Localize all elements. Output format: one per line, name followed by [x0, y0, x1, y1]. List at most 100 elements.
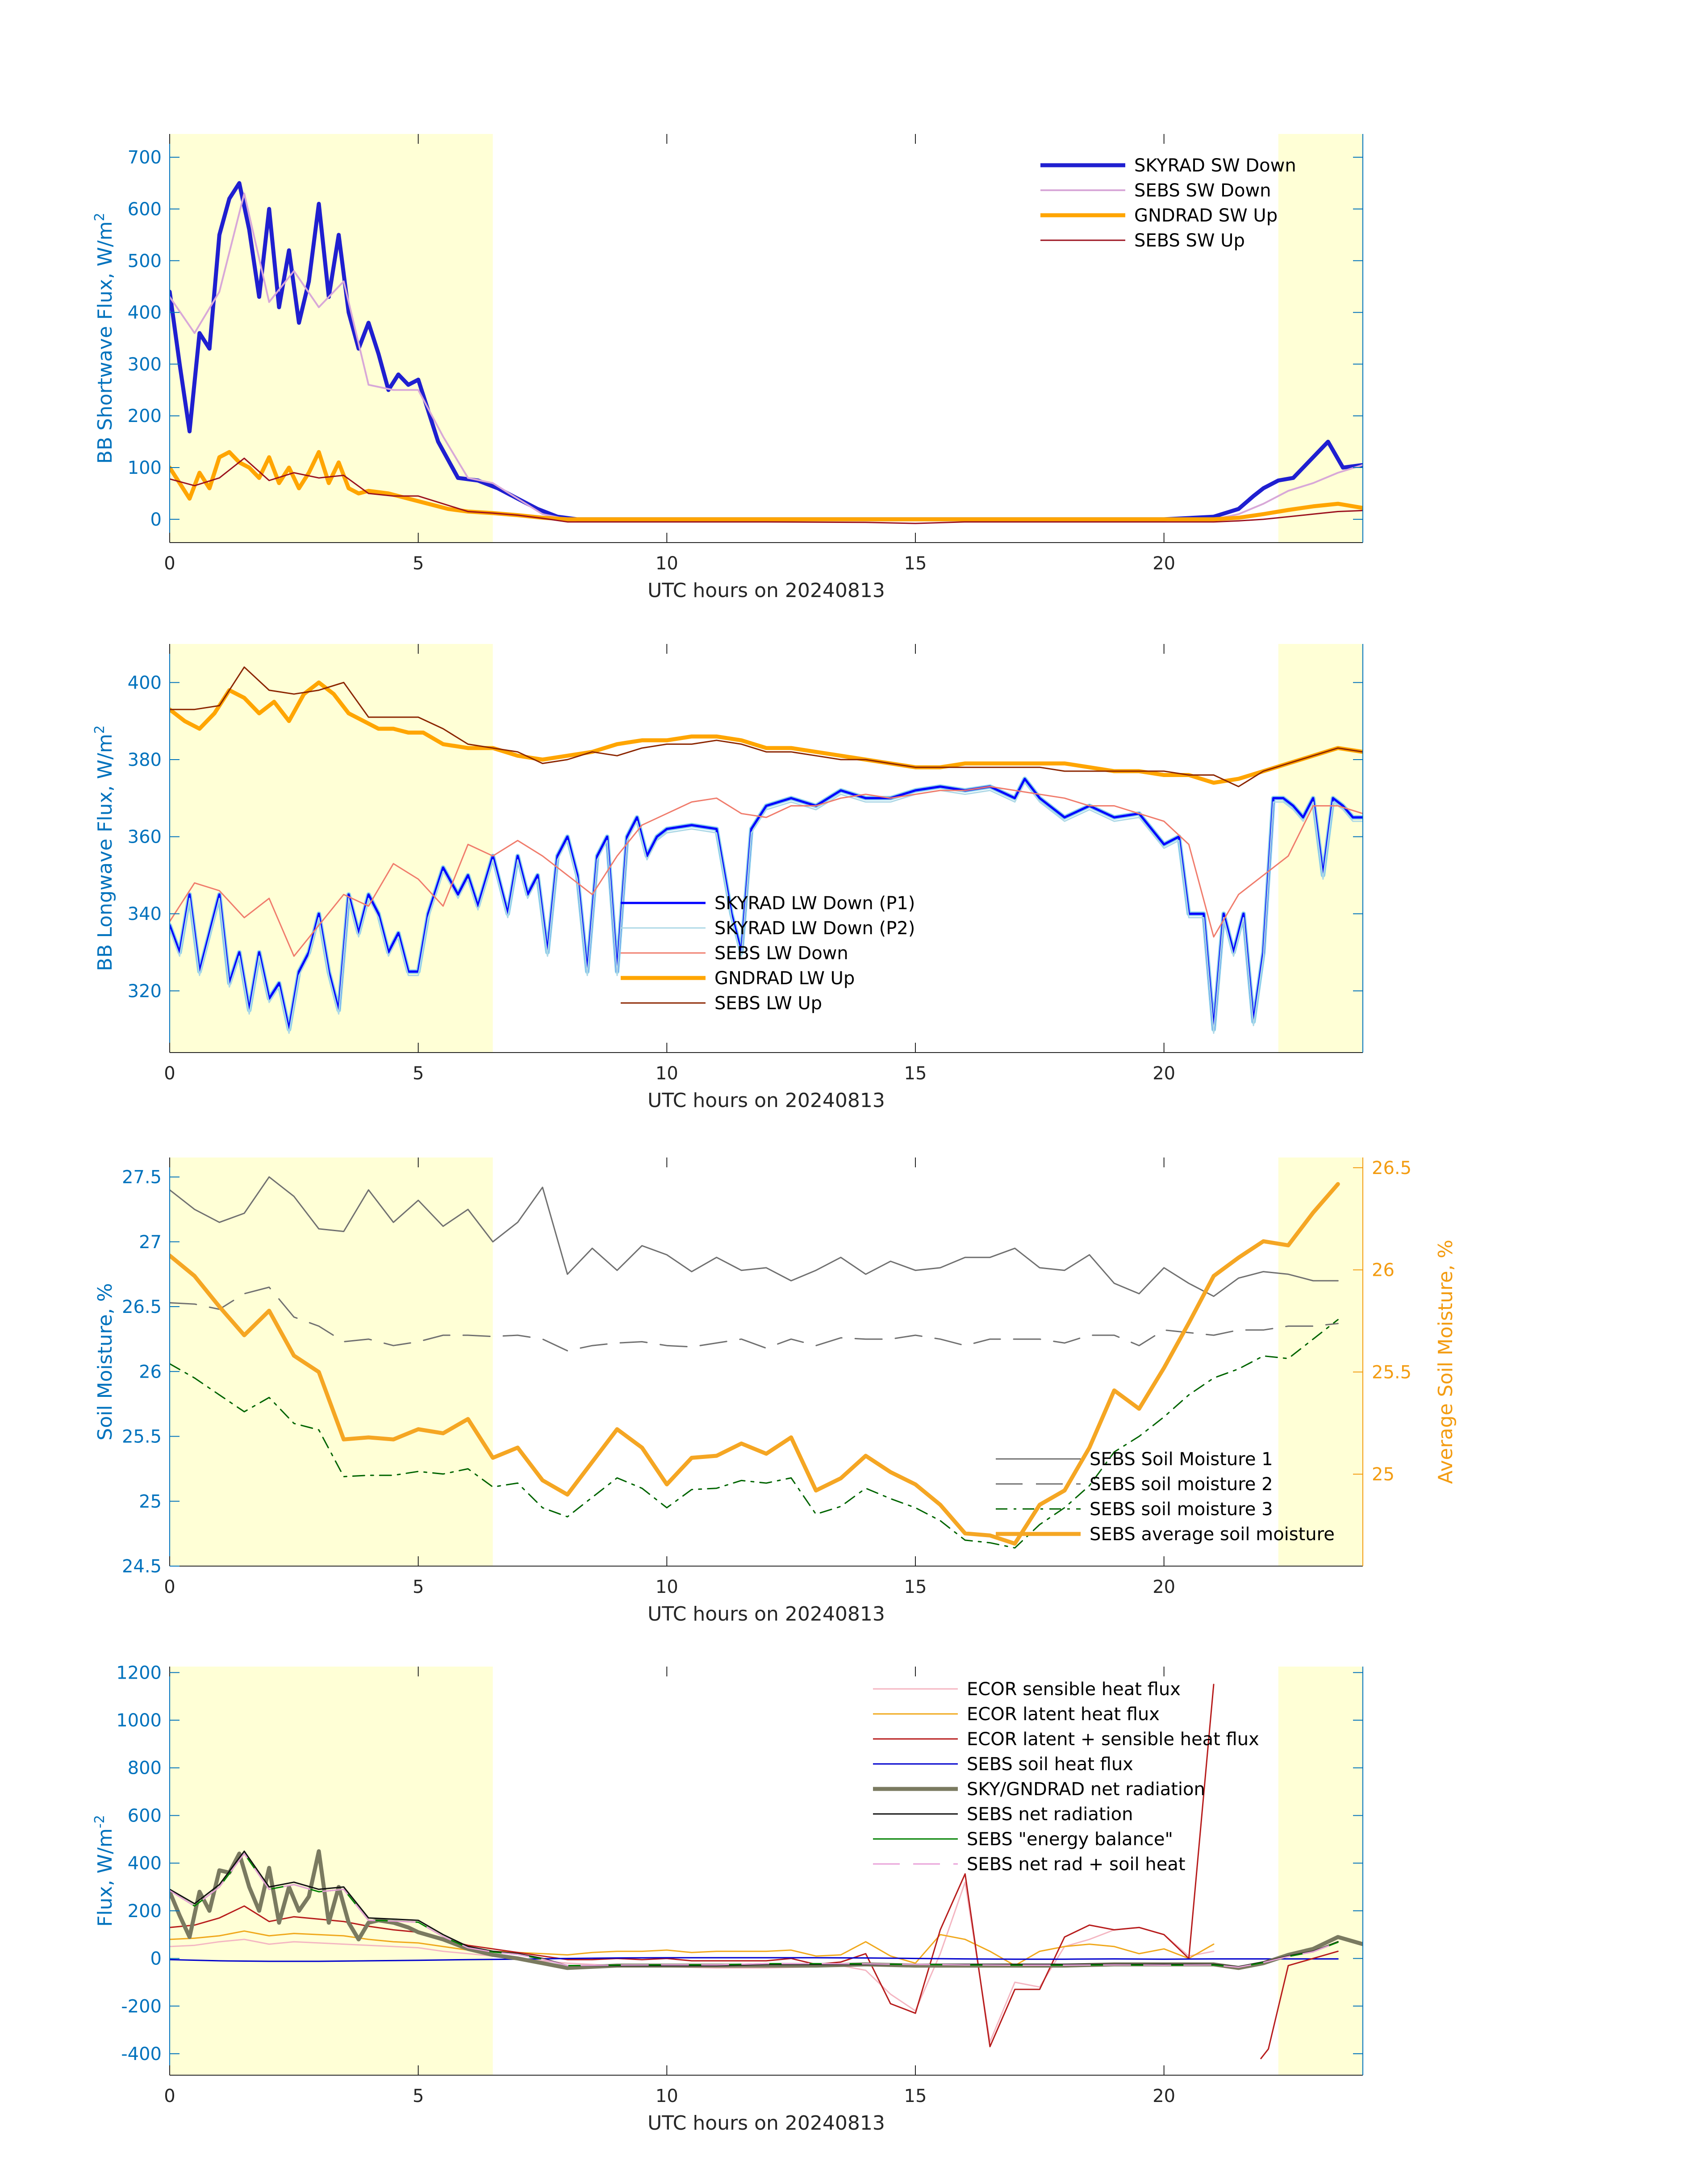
y-tick-label: 200 — [128, 1901, 162, 1922]
legend-entry: ECOR latent heat flux — [967, 1704, 1160, 1725]
y-axis-label-superscript: 2 — [92, 213, 108, 221]
night-shade-1 — [1278, 1667, 1363, 2075]
y-tick-label: 200 — [128, 406, 162, 426]
legend-entry: SEBS "energy balance" — [967, 1829, 1173, 1850]
series-sebs-soil-moisture-1 — [170, 1176, 1339, 1297]
x-tick-label: 0 — [164, 1577, 175, 1597]
legend-entry: SEBS SW Up — [1134, 230, 1245, 251]
y-tick-label: 500 — [128, 251, 162, 272]
chart-longwave: 0 5 10 15 20 UTC hours on 20240813 320 340 360 38… — [92, 644, 1363, 1112]
y-tick-label: 340 — [128, 904, 162, 924]
x-tick-label: 20 — [1153, 1577, 1175, 1597]
chart-energy_flux: 0 5 10 15 20 UTC hours on 20240813 -400 -200 0 20… — [92, 1663, 1363, 2135]
y-tick-label: 600 — [128, 1805, 162, 1826]
series-skyrad-lw-down-p2 — [170, 782, 1363, 1034]
night-shade-1 — [1278, 134, 1363, 543]
series-sebs-lw-down — [170, 786, 1363, 957]
y-axis-label: BB Shortwave Flux, W/m2 — [92, 213, 117, 464]
y2-tick-label: 25 — [1372, 1464, 1395, 1485]
legend-entry: SEBS LW Down — [714, 943, 848, 964]
y-axis-label-superscript: 2 — [92, 725, 108, 734]
y2-tick-label: 26 — [1372, 1260, 1395, 1281]
y-axis-label: Flux, W/m-2 — [92, 1815, 117, 1927]
x-tick-label: 5 — [413, 2086, 424, 2106]
legend-entry: GNDRAD LW Up — [714, 968, 855, 989]
night-shade-1 — [1278, 1157, 1363, 1566]
y-tick-label: -400 — [121, 2044, 162, 2064]
legend-entry: SEBS average soil moisture — [1090, 1524, 1335, 1545]
legend: ECOR sensible heat flux ECOR latent heat … — [873, 1679, 1259, 1875]
series-sebs-sw-down — [170, 192, 1363, 520]
series-sebs-soil-moisture-2 — [170, 1287, 1339, 1352]
legend-entry: SEBS net radiation — [967, 1804, 1133, 1825]
x-tick-label: 10 — [656, 2086, 678, 2106]
legend-entry: SKYRAD SW Down — [1134, 155, 1296, 176]
y-tick-label: 700 — [128, 147, 162, 168]
y-tick-label: 1200 — [116, 1663, 162, 1683]
series-skyrad-sw-down — [170, 181, 1363, 522]
legend-entry: SKYRAD LW Down (P1) — [714, 893, 915, 914]
y-axis-label-superscript: -2 — [92, 1815, 108, 1828]
y-tick-label: 24.5 — [122, 1556, 162, 1577]
series-sebs-sw-up — [170, 457, 1363, 524]
plot-area — [170, 1684, 1363, 2060]
x-tick-label: 20 — [1153, 2086, 1175, 2106]
y-tick-label: 25 — [139, 1492, 162, 1512]
chart-shortwave: 0 5 10 15 20 UTC hours on 20240813 0 100 200 300 4… — [92, 134, 1363, 602]
y-tick-label: 300 — [128, 354, 162, 375]
legend-entry: SEBS Soil Moisture 1 — [1090, 1449, 1273, 1470]
legend-entry: SEBS soil heat flux — [967, 1754, 1133, 1775]
x-tick-label: 20 — [1153, 553, 1175, 574]
y-tick-label: 320 — [128, 981, 162, 1002]
y-tick-label: 400 — [128, 673, 162, 693]
y2-tick-label: 26.5 — [1372, 1158, 1412, 1178]
plot-area — [170, 1176, 1340, 1549]
plot-area — [170, 666, 1363, 1034]
series-sebs-average-soil-moisture — [170, 1182, 1340, 1546]
legend-entry: GNDRAD SW Up — [1134, 205, 1278, 226]
legend-entry: SEBS LW Up — [714, 993, 822, 1014]
y-axis-label: Soil Moisture, % — [94, 1283, 117, 1440]
x-tick-label: 15 — [904, 1063, 927, 1084]
plot-area — [170, 181, 1363, 524]
y-tick-label: 1000 — [116, 1710, 162, 1731]
x-axis-label: UTC hours on 20240813 — [647, 2112, 885, 2135]
legend-entry: SEBS SW Down — [1134, 180, 1271, 201]
y2-axis-label: Average Soil Moisture, % — [1434, 1240, 1457, 1484]
y-tick-label: 100 — [128, 458, 162, 478]
x-tick-label: 10 — [656, 1063, 678, 1084]
x-tick-label: 5 — [413, 1577, 424, 1597]
y-tick-label: 800 — [128, 1758, 162, 1779]
series-ecor-latent-sensible-heat-flux — [170, 1684, 1215, 2047]
x-tick-label: 10 — [656, 1577, 678, 1597]
y2-tick-label: 25.5 — [1372, 1362, 1412, 1383]
series-ecor-latent-heat-flux — [170, 1930, 1215, 1967]
y-tick-label: 0 — [150, 510, 162, 530]
x-tick-label: 20 — [1153, 1063, 1175, 1084]
y-tick-label: 25.5 — [122, 1427, 162, 1447]
x-axis-label: UTC hours on 20240813 — [647, 579, 885, 602]
x-axis-label: UTC hours on 20240813 — [647, 1603, 885, 1625]
y-tick-label: 380 — [128, 750, 162, 770]
x-tick-label: 15 — [904, 1577, 927, 1597]
series-sebs-soil-heat-flux — [170, 1957, 1339, 1962]
y-tick-label: 26 — [139, 1362, 162, 1382]
series-sebs-lw-up — [170, 666, 1363, 787]
y-tick-label: 26.5 — [122, 1297, 162, 1317]
y-tick-label: 600 — [128, 199, 162, 220]
legend-entry: SEBS soil moisture 3 — [1090, 1499, 1273, 1520]
series-sebs-soil-moisture-3 — [170, 1319, 1339, 1549]
y-tick-label: 360 — [128, 827, 162, 848]
x-axis-label: UTC hours on 20240813 — [647, 1089, 885, 1112]
y-tick-label: 0 — [150, 1949, 162, 1969]
series-ecor-latent-sensible-heat-flux-late — [1260, 1951, 1339, 2060]
y-tick-label: 27 — [139, 1232, 162, 1253]
x-tick-label: 5 — [413, 1063, 424, 1084]
legend: SKYRAD LW Down (P1) SKYRAD LW Down (P2) SE… — [621, 893, 915, 1014]
x-tick-label: 0 — [164, 1063, 175, 1084]
x-tick-label: 15 — [904, 553, 927, 574]
y-tick-label: 27.5 — [122, 1167, 162, 1188]
legend: SEBS Soil Moisture 1 SEBS soil moisture 2… — [996, 1449, 1335, 1545]
y-tick-label: -200 — [121, 1996, 162, 2017]
x-tick-label: 10 — [656, 553, 678, 574]
